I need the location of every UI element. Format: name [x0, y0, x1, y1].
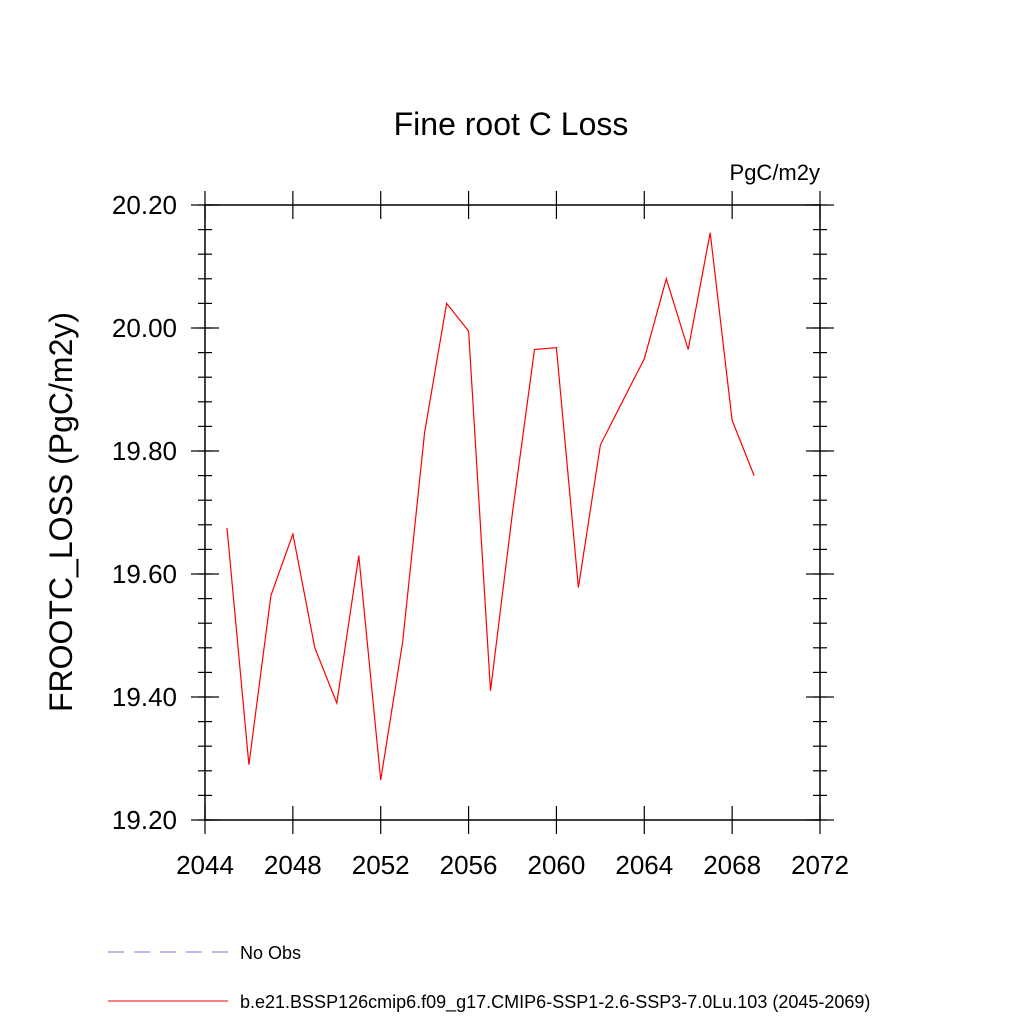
y-axis-label: FROOTC_LOSS (PgC/m2y): [43, 312, 79, 712]
y-tick-label: 20.20: [112, 190, 177, 220]
units-label: PgC/m2y: [730, 160, 820, 185]
x-tick-label: 2056: [440, 850, 498, 880]
y-tick-label: 19.20: [112, 805, 177, 835]
legend: No Obs b.e21.BSSP126cmip6.f09_g17.CMIP6-S…: [108, 943, 870, 1013]
axis-ticks: 2044 2048 2052 2056 2060 2064 2068 2072 19.20 19.…: [112, 190, 849, 880]
legend-label: b.e21.BSSP126cmip6.f09_g17.CMIP6-SSP1-2.…: [240, 992, 870, 1013]
series-layer: [226, 232, 755, 781]
chart-title: Fine root C Loss: [394, 106, 629, 142]
plot-frame: [204, 204, 821, 821]
y-tick-label: 19.40: [112, 682, 177, 712]
y-tick-label: 20.00: [112, 313, 177, 343]
y-tick-label: 19.80: [112, 436, 177, 466]
x-tick-label: 2064: [615, 850, 673, 880]
x-tick-label: 2044: [176, 850, 234, 880]
x-tick-label: 2048: [264, 850, 322, 880]
x-tick-label: 2068: [703, 850, 761, 880]
x-tick-label: 2052: [352, 850, 410, 880]
x-tick-label: 2072: [791, 850, 849, 880]
series-line: [226, 232, 755, 781]
y-tick-label: 19.60: [112, 559, 177, 589]
legend-label: No Obs: [240, 943, 301, 963]
x-tick-label: 2060: [528, 850, 586, 880]
